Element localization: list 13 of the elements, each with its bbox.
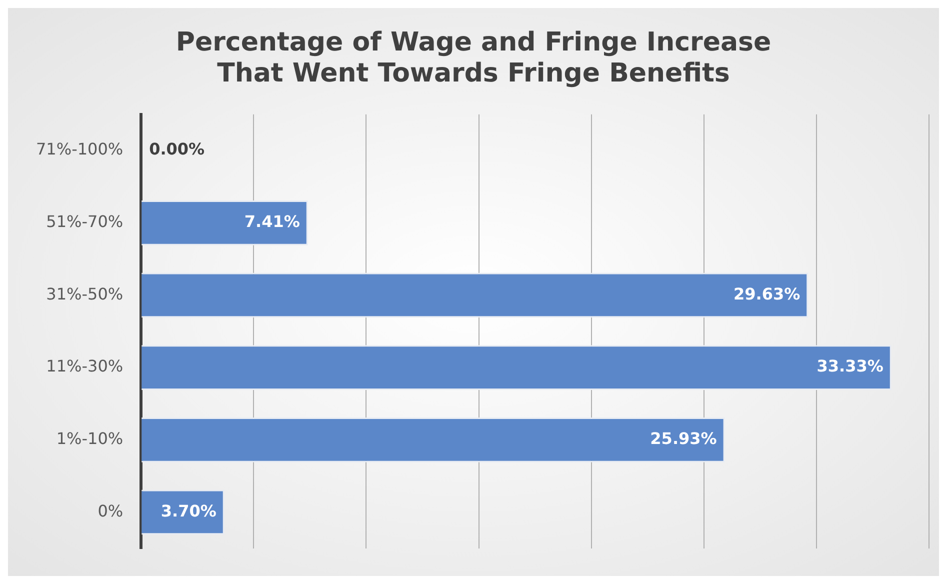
y-tick-label: 0%	[98, 501, 124, 520]
data-label: 33.33%	[816, 356, 884, 376]
data-label: 25.93%	[650, 429, 717, 448]
y-tick-label: 11%-30%	[46, 356, 124, 376]
data-label: 0.00%	[149, 140, 205, 159]
y-tick-label: 71%-100%	[36, 140, 124, 159]
data-label: 3.70%	[160, 501, 216, 520]
chart-title: Percentage of Wage and Fringe Increase That Went Towards Fringe Benefits	[176, 27, 772, 89]
y-tick-label: 1%-10%	[56, 429, 124, 448]
data-label: 29.63%	[733, 284, 800, 304]
y-tick-label: 31%-50%	[46, 284, 124, 304]
y-tick-label: 51%-70%	[46, 212, 124, 232]
data-label: 7.41%	[244, 212, 300, 232]
